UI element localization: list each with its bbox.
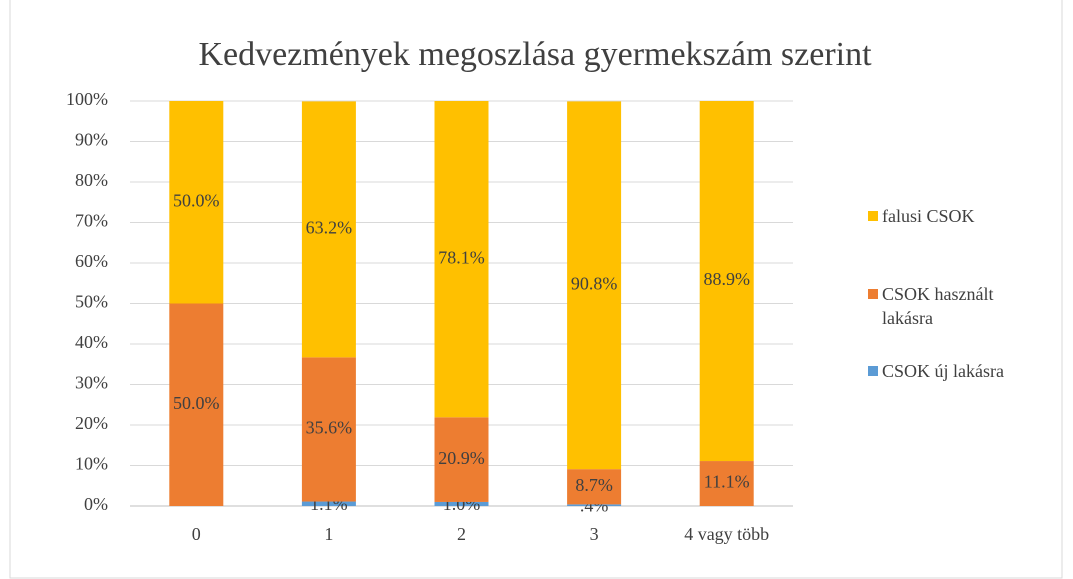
data-label: 11.1% <box>704 472 750 492</box>
y-tick-label: 70% <box>75 211 108 231</box>
y-tick-label: 60% <box>75 251 108 271</box>
x-tick-label: 4 vagy több <box>684 524 769 544</box>
bar-segment <box>567 101 622 470</box>
legend-label: falusi CSOK <box>882 206 975 226</box>
bar-segment <box>567 469 622 505</box>
y-tick-label: 80% <box>75 170 108 190</box>
data-label: 78.1% <box>438 247 485 267</box>
bar-segment <box>434 101 489 418</box>
data-label: 35.6% <box>306 418 353 438</box>
data-label: 50.0% <box>173 190 220 210</box>
y-tick-label: 90% <box>75 130 108 150</box>
bar-segment <box>301 357 356 502</box>
bar-segment <box>699 101 754 462</box>
y-tick-label: 50% <box>75 292 108 312</box>
y-tick-label: 10% <box>75 454 108 474</box>
data-label: 8.7% <box>575 475 613 495</box>
bar-segment <box>567 504 622 506</box>
x-tick-label: 2 <box>457 524 466 544</box>
data-label: 50.0% <box>173 393 220 413</box>
legend-swatch <box>868 289 878 299</box>
data-label: 88.9% <box>703 269 750 289</box>
y-tick-label: 40% <box>75 332 108 352</box>
bar-segment <box>169 101 224 304</box>
data-label: 20.9% <box>438 448 485 468</box>
x-tick-label: 3 <box>590 524 599 544</box>
chart-title: Kedvezmények megoszlása gyermekszám szer… <box>198 36 872 73</box>
y-tick-label: 100% <box>66 89 108 109</box>
legend-swatch <box>868 366 878 376</box>
x-tick-label: 1 <box>324 524 333 544</box>
bar-segment <box>699 461 754 506</box>
data-label: 90.8% <box>571 273 618 293</box>
bar-segment <box>301 501 356 506</box>
y-tick-label: 20% <box>75 413 108 433</box>
y-tick-label: 30% <box>75 373 108 393</box>
legend-label: CSOK használt lakásra <box>882 284 994 328</box>
y-tick-label: 0% <box>84 494 108 514</box>
legend-swatch <box>868 211 878 221</box>
x-tick-label: 0 <box>192 524 201 544</box>
bar-segment <box>434 417 489 502</box>
data-label: 63.2% <box>306 218 353 238</box>
legend-label: CSOK új lakásra <box>882 361 1004 381</box>
bar-segment <box>434 501 489 506</box>
bar-segment <box>301 101 356 358</box>
bar-segment <box>169 303 224 506</box>
